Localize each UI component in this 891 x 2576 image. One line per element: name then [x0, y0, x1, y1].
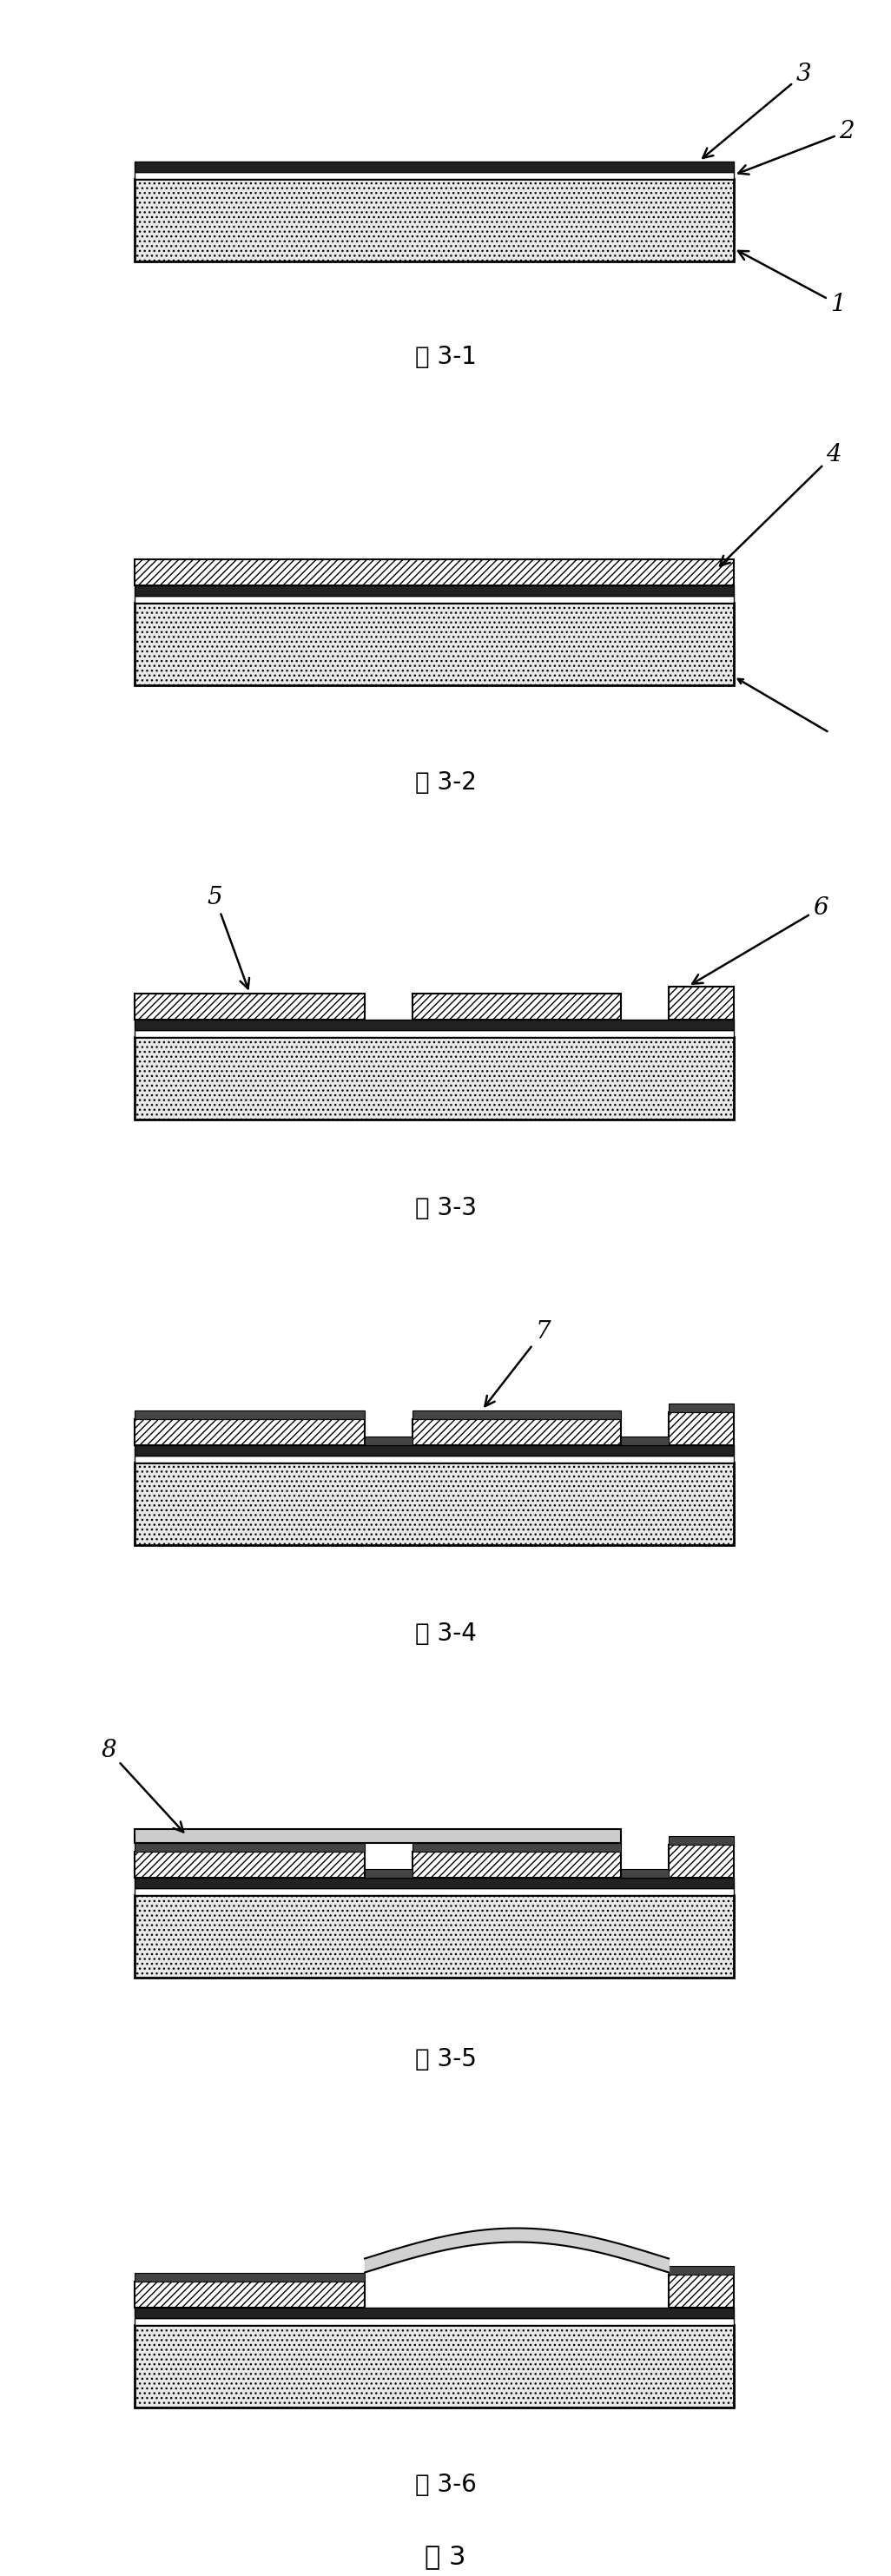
Text: 图 3-5: 图 3-5	[414, 2048, 477, 2071]
Text: 图 3-1: 图 3-1	[414, 345, 477, 368]
Bar	[135, 1829, 621, 1842]
Bar	[135, 1036, 734, 1118]
Bar	[135, 559, 734, 585]
Bar	[364, 1435, 413, 1445]
Bar	[135, 1896, 734, 1978]
Text: 2: 2	[739, 121, 854, 175]
Bar	[135, 994, 364, 1020]
Bar	[135, 173, 734, 178]
Bar	[135, 603, 734, 685]
Bar	[135, 595, 734, 603]
Bar	[413, 1409, 621, 1419]
Bar	[621, 1868, 668, 1878]
Bar	[668, 2275, 734, 2308]
Bar	[135, 2272, 364, 2282]
Bar	[135, 1455, 734, 1463]
Bar	[135, 1030, 734, 1036]
Bar	[413, 1419, 621, 1445]
Bar	[668, 1412, 734, 1445]
Bar	[668, 1844, 734, 1878]
Bar	[135, 1409, 364, 1419]
Bar	[135, 1888, 734, 1896]
Bar	[135, 162, 734, 173]
Text: 7: 7	[485, 1319, 551, 1406]
Text: 图 3-6: 图 3-6	[414, 2473, 477, 2496]
Bar	[364, 1868, 413, 1878]
Bar	[135, 1445, 734, 1455]
Bar	[135, 178, 734, 260]
Bar	[413, 1842, 621, 1852]
Bar	[135, 2282, 364, 2308]
Text: 图 3-2: 图 3-2	[414, 770, 477, 793]
Bar	[668, 987, 734, 1020]
Bar	[135, 1419, 364, 1445]
Bar	[413, 1852, 621, 1878]
Text: 8: 8	[101, 1739, 184, 1832]
Text: 3: 3	[703, 62, 811, 157]
Bar	[135, 2318, 734, 2324]
Bar	[413, 994, 621, 1020]
Text: 5: 5	[208, 886, 249, 989]
Bar	[135, 2308, 734, 2318]
Text: 6: 6	[692, 896, 829, 984]
Text: 图 3-3: 图 3-3	[414, 1195, 477, 1221]
Bar	[668, 1837, 734, 1844]
Bar	[668, 1404, 734, 1412]
Bar	[135, 585, 734, 595]
Text: 图 3: 图 3	[425, 2545, 466, 2568]
Bar	[135, 1463, 734, 1546]
Bar	[135, 2324, 734, 2406]
Bar	[135, 1842, 364, 1852]
Bar	[135, 1020, 734, 1030]
Bar	[668, 2264, 734, 2275]
Bar	[135, 1852, 364, 1878]
Text: 1: 1	[738, 250, 846, 317]
Text: 图 3-4: 图 3-4	[414, 1620, 477, 1646]
Bar	[135, 1878, 734, 1888]
Bar	[621, 1435, 668, 1445]
Text: 4: 4	[720, 443, 841, 567]
